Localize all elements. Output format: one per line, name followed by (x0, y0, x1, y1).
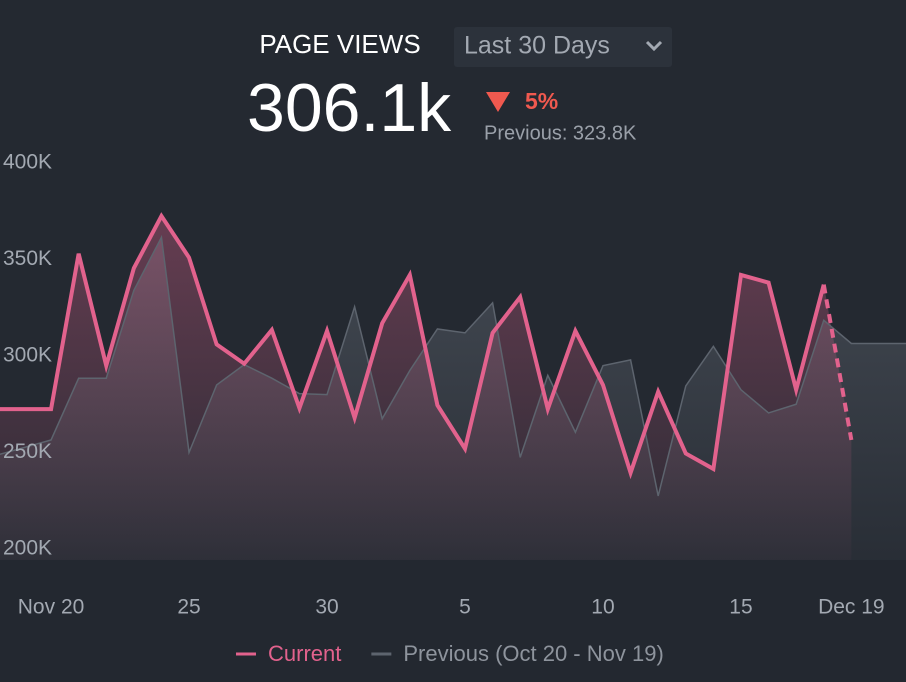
down-arrow (486, 92, 510, 112)
y-tick-label: 200K (3, 537, 52, 560)
legend-label[interactable]: Current (268, 641, 341, 666)
x-tick-label: 10 (591, 596, 614, 619)
title: PAGE VIEWS (259, 29, 420, 59)
x-tick-label: Dec 19 (818, 596, 885, 619)
y-tick-label: 350K (3, 247, 52, 270)
total: 306.1k (247, 70, 452, 146)
legend-label[interactable]: Previous (Oct 20 - Nov 19) (403, 641, 663, 666)
dropdown-box[interactable] (454, 27, 672, 67)
x-tick-label: 30 (315, 596, 338, 619)
area (0, 216, 852, 560)
y-tick-label: 250K (3, 440, 52, 463)
x-tick-label: 5 (459, 596, 471, 619)
line-projected (821, 284, 854, 441)
x-tick-label: Nov 20 (18, 596, 85, 619)
period-dropdown[interactable]: Last 30 Days (454, 27, 672, 67)
change: 5% (525, 88, 558, 114)
x-tick-label: 15 (729, 596, 752, 619)
chevron[interactable] (645, 40, 663, 52)
previous-total: Previous: 323.8K (484, 122, 637, 144)
x-tick-label: 25 (177, 596, 200, 619)
axis-band (0, 560, 906, 682)
line (0, 234, 906, 497)
y-tick-label: 400K (3, 151, 52, 174)
y-tick-label: 300K (3, 344, 52, 367)
dropdown-label[interactable]: Last 30 Days (464, 32, 610, 60)
line (0, 212, 826, 480)
